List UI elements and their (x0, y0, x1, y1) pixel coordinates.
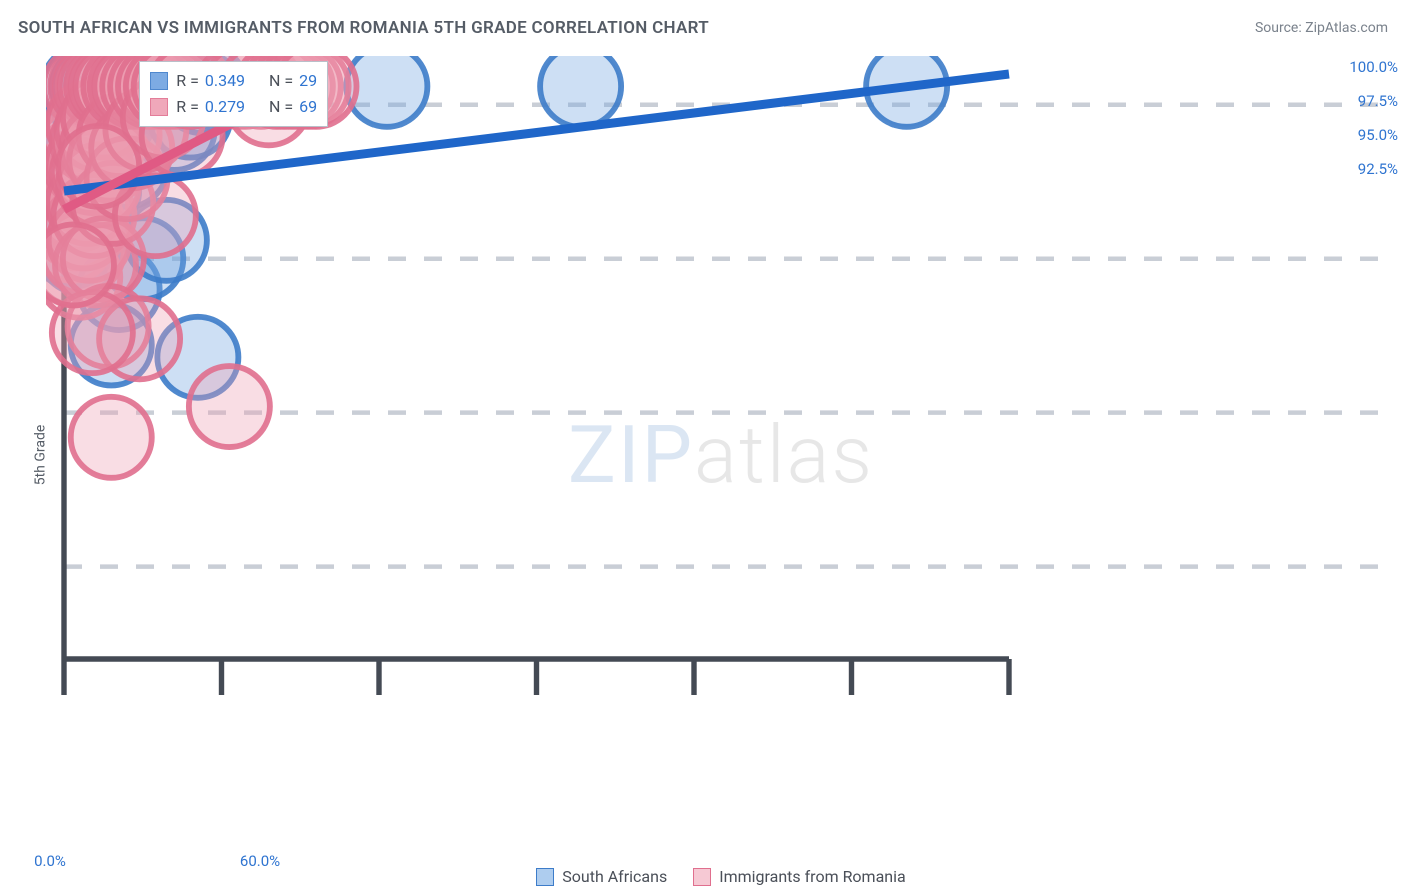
legend-swatch (150, 98, 168, 116)
legend-item: Immigrants from Romania (693, 867, 906, 886)
legend-label: Immigrants from Romania (719, 867, 906, 886)
stats-legend-row: R =0.279 N =69 (150, 94, 317, 120)
stats-legend-box: R =0.349 N =29R =0.279 N =69 (139, 61, 328, 127)
stats-legend-row: R =0.349 N =29 (150, 68, 317, 94)
r-stat: R =0.349 (176, 71, 245, 90)
plot-area: 5th Grade ZIPatlas R =0.349 N =29R =0.27… (46, 56, 1396, 854)
r-stat: R =0.279 (176, 97, 245, 116)
x-axis-row: South Africans Immigrants from Romania (46, 860, 1396, 886)
scatter-plot-svg (46, 56, 1396, 731)
title-bar: SOUTH AFRICAN VS IMMIGRANTS FROM ROMANIA… (18, 18, 1388, 38)
legend-label: South Africans (562, 867, 667, 886)
source-label: Source: ZipAtlas.com (1255, 20, 1388, 36)
chart-title: SOUTH AFRICAN VS IMMIGRANTS FROM ROMANIA… (18, 18, 709, 38)
legend-swatch (150, 72, 168, 90)
series-legend: South Africans Immigrants from Romania (46, 867, 1396, 886)
legend-item: South Africans (536, 867, 667, 886)
legend-swatch (536, 868, 554, 886)
n-stat: N =69 (269, 97, 317, 116)
n-stat: N =29 (269, 71, 317, 90)
y-tick-label: 100.0% (1349, 58, 1398, 76)
y-tick-label: 97.5% (1358, 92, 1398, 110)
y-tick-label: 95.0% (1358, 126, 1398, 144)
legend-swatch (693, 868, 711, 886)
y-tick-label: 92.5% (1358, 160, 1398, 178)
